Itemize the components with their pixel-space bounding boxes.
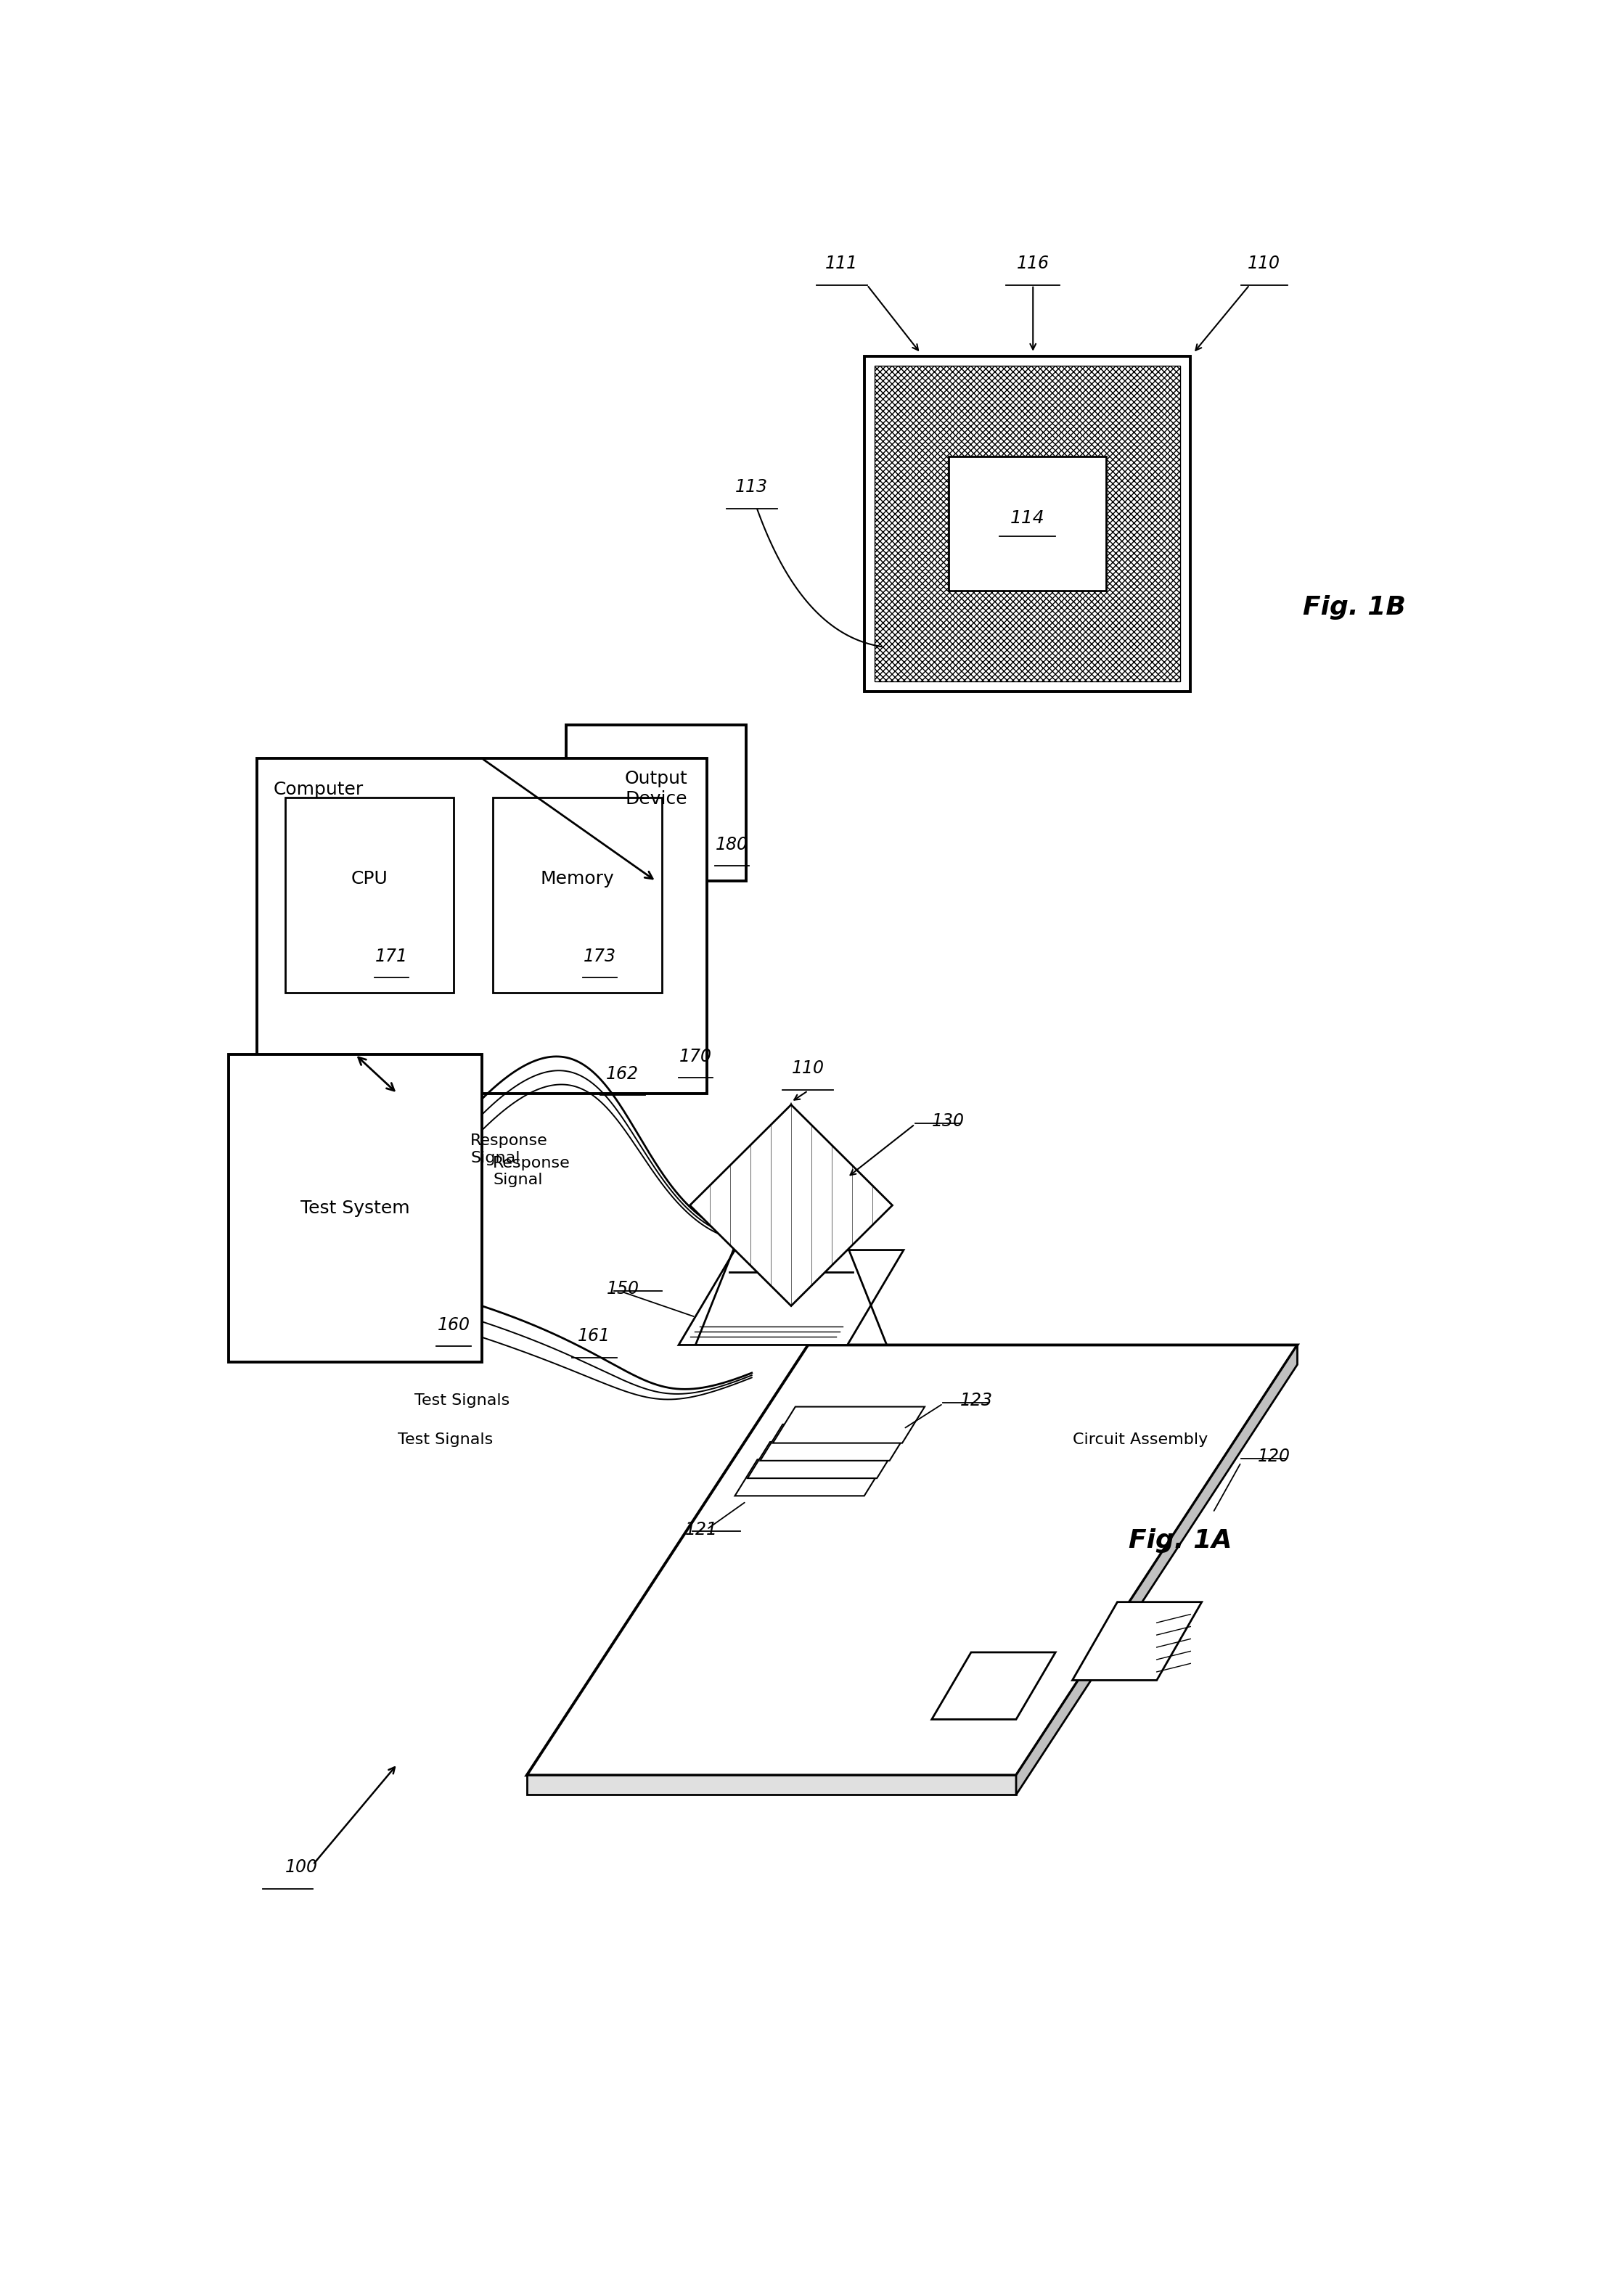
Text: Memory: Memory [541, 870, 614, 886]
Text: 123: 123 [959, 1391, 993, 1410]
Bar [948, 457, 1107, 590]
Text: 150: 150 [606, 1281, 640, 1297]
Text: 171: 171 [375, 948, 407, 964]
Text: Fig. 1B: Fig. 1B [1302, 595, 1407, 620]
Text: 173: 173 [584, 948, 616, 964]
Text: CPU: CPU [351, 870, 388, 886]
Text: 170: 170 [678, 1049, 712, 1065]
Bar [492, 797, 662, 992]
Text: 162: 162 [606, 1065, 638, 1081]
Polygon shape [678, 1249, 903, 1345]
Polygon shape [747, 1442, 900, 1479]
Bar [566, 726, 746, 882]
Polygon shape [1073, 1603, 1201, 1681]
Text: Test Signals: Test Signals [398, 1433, 492, 1446]
Text: Response
Signal: Response Signal [470, 1134, 549, 1164]
Text: 100: 100 [286, 1857, 318, 1876]
Text: Computer: Computer [274, 781, 364, 799]
Text: 121: 121 [685, 1520, 719, 1538]
Text: 180: 180 [715, 836, 749, 854]
Polygon shape [735, 1460, 887, 1497]
Text: 110: 110 [1248, 255, 1280, 273]
Polygon shape [526, 1775, 1015, 1795]
Text: 160: 160 [438, 1316, 470, 1334]
Text: Test Signals: Test Signals [414, 1394, 510, 1407]
Bar [865, 356, 1190, 691]
Polygon shape [526, 1345, 1298, 1775]
Text: Output
Device: Output Device [624, 769, 688, 808]
Polygon shape [690, 1104, 892, 1306]
Bar [229, 1054, 481, 1362]
Text: Test System: Test System [300, 1199, 411, 1217]
Text: Circuit Assembly: Circuit Assembly [1073, 1433, 1208, 1446]
Text: 116: 116 [1017, 255, 1049, 273]
Text: 110: 110 [792, 1058, 824, 1077]
Bar [874, 365, 1181, 682]
Polygon shape [1015, 1345, 1298, 1795]
Text: 120: 120 [1258, 1449, 1291, 1465]
Text: 111: 111 [826, 255, 858, 273]
Polygon shape [773, 1407, 924, 1444]
Text: 161: 161 [577, 1327, 611, 1345]
Polygon shape [932, 1653, 1055, 1720]
Bar [257, 758, 707, 1093]
Text: 114: 114 [1011, 510, 1044, 526]
Text: 113: 113 [735, 478, 768, 496]
Text: Response
Signal: Response Signal [492, 1157, 571, 1187]
Bar [286, 797, 454, 992]
Text: Fig. 1A: Fig. 1A [1129, 1529, 1232, 1552]
Polygon shape [760, 1424, 913, 1460]
Text: 130: 130 [932, 1114, 964, 1130]
